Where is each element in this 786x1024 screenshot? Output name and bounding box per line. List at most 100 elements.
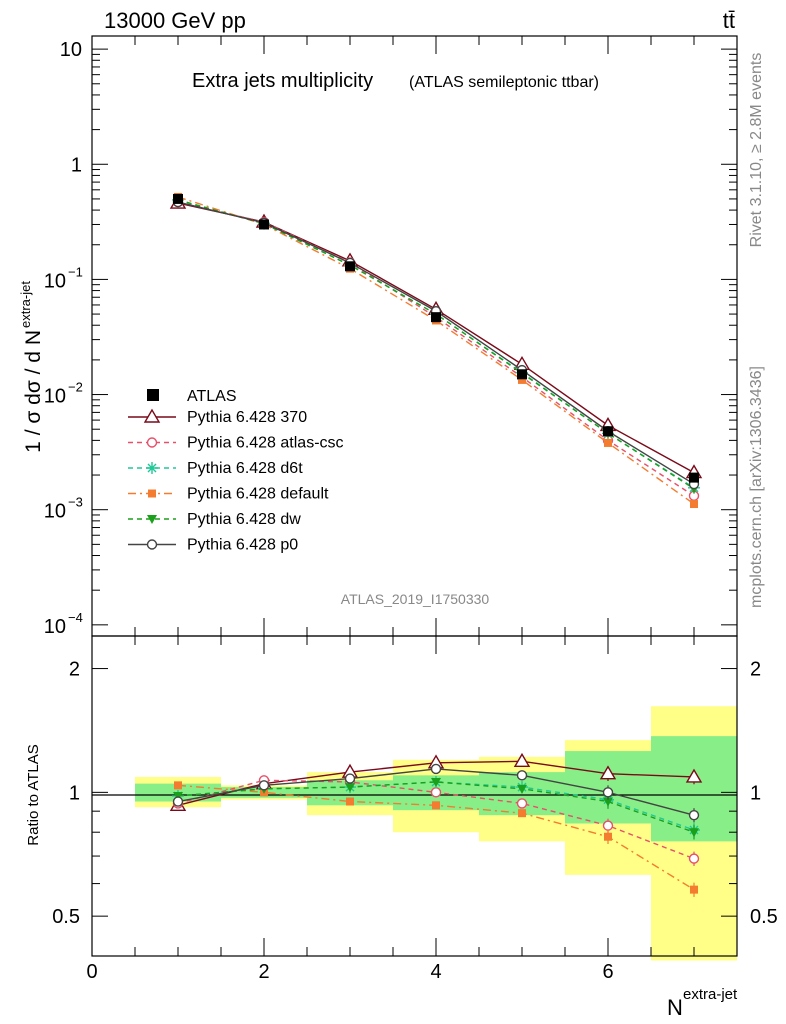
ratio-point <box>602 820 614 831</box>
series-point <box>690 500 698 509</box>
plot-subtitle: (ATLAS semileptonic ttbar) <box>409 74 599 91</box>
y-tick-label: 1 <box>71 154 82 176</box>
ratio-y-label: Ratio to ATLAS <box>25 744 42 845</box>
legend-label: Pythia 6.428 d6t <box>187 460 303 477</box>
ratio-bands <box>135 706 737 961</box>
ratio-tick-label-left: 1 <box>69 782 80 804</box>
rivet-label: Rivet 3.1.10, ≥ 2.8M events <box>748 53 765 248</box>
ratio-point <box>430 787 442 798</box>
x-axis-label-main: N <box>667 995 683 1020</box>
ratio-ticks: 2 2 1 1 0.5 0.5 <box>52 659 778 957</box>
ratio-point <box>604 832 612 841</box>
ratio-point <box>690 885 698 894</box>
ratio-point <box>688 809 700 821</box>
ratio-point <box>518 809 526 818</box>
plot-title: Extra jets multiplicity <box>192 70 373 92</box>
y-axis-label: 1 / σ dσ / d N extra-jet <box>18 281 45 453</box>
ratio-point <box>258 780 270 791</box>
ratio-series <box>169 752 703 897</box>
legend: ATLAS Pythia 6.428 370 Pythia 6.428 atlas… <box>128 388 344 554</box>
legend-marker <box>146 462 158 474</box>
main-series <box>169 192 703 509</box>
legend-label: Pythia 6.428 default <box>187 486 329 503</box>
y-tick-exponent: −3 <box>68 495 83 510</box>
ratio-point <box>685 768 703 783</box>
x-axis-label-sup: extra-jet <box>683 986 738 1003</box>
y-tick-label: 10 <box>44 501 66 523</box>
ratio-frame <box>91 635 738 957</box>
legend-marker-atlas <box>147 389 159 401</box>
x-tick-label: 6 <box>602 961 613 983</box>
ratio-point <box>430 763 442 775</box>
y-tick-exponent: −4 <box>68 610 83 625</box>
ratio-point <box>172 796 184 807</box>
legend-label: Pythia 6.428 atlas-csc <box>187 435 344 452</box>
legend-label-atlas: ATLAS <box>187 388 237 405</box>
ratio-point <box>431 777 441 787</box>
ratio-point <box>602 787 614 798</box>
ratio-point <box>599 765 617 780</box>
legend-marker <box>147 515 157 524</box>
ratio-point <box>346 797 354 806</box>
ratio-point <box>516 770 528 781</box>
process-label: tt̄ <box>723 8 735 33</box>
y-tick-label: 10 <box>44 386 66 408</box>
data-point <box>173 193 183 204</box>
ratio-tick-label-right: 2 <box>750 659 761 681</box>
atlas-data <box>173 193 699 483</box>
legend-marker <box>146 539 158 550</box>
ratio-point <box>432 801 440 810</box>
ratio-point <box>517 784 527 794</box>
series-point <box>604 438 612 447</box>
legend-marker <box>143 408 161 423</box>
y-tick-label: 10 <box>44 270 66 292</box>
ratio-point <box>174 781 182 790</box>
data-point <box>259 219 269 230</box>
ratio-point <box>516 798 528 809</box>
ratio-tick-label-left: 0.5 <box>52 906 80 928</box>
ratio-tick-label-right: 1 <box>750 782 761 804</box>
series-1 <box>172 196 700 502</box>
analysis-watermark: ATLAS_2019_I1750330 <box>341 591 490 607</box>
ratio-point <box>513 752 531 767</box>
series-point <box>518 375 526 384</box>
y-axis-label-sup: extra-jet <box>18 281 33 328</box>
ratio-point <box>345 783 355 793</box>
x-tick-label: 2 <box>258 961 269 983</box>
y-axis-label-main: 1 / σ dσ / d N <box>22 330 45 453</box>
data-point <box>689 472 699 483</box>
mcplots-label: mcplots.cern.ch [arXiv:1306.3436] <box>748 366 765 608</box>
x-ticks: 0 2 4 6 <box>86 36 738 983</box>
y-tick-label: 10 <box>44 616 66 638</box>
data-point <box>431 312 441 323</box>
ratio-panel: 2 2 1 1 0.5 0.5 Ratio to ATLAS <box>25 635 778 961</box>
ratio-tick-label-right: 0.5 <box>750 906 778 928</box>
legend-entries: Pythia 6.428 370 Pythia 6.428 atlas-csc Py… <box>128 408 344 554</box>
x-tick-label: 4 <box>430 961 441 983</box>
ratio-series-5 <box>172 763 700 823</box>
data-point <box>603 426 613 437</box>
series-line <box>177 201 695 497</box>
legend-label: Pythia 6.428 370 <box>187 409 307 426</box>
y-tick-exponent: −2 <box>68 380 83 395</box>
legend-marker <box>146 437 158 448</box>
legend-label: Pythia 6.428 dw <box>187 511 301 528</box>
data-point <box>517 369 527 380</box>
x-axis-label: N extra-jet <box>667 986 738 1020</box>
ratio-point <box>344 773 356 784</box>
x-tick-label: 0 <box>86 961 97 983</box>
legend-marker <box>148 489 156 498</box>
series-line <box>177 196 695 505</box>
y-tick-label: 10 <box>60 39 82 61</box>
energy-label: 13000 GeV pp <box>104 8 246 33</box>
ratio-point <box>688 853 700 864</box>
legend-label: Pythia 6.428 p0 <box>187 537 298 554</box>
series-line <box>177 202 695 474</box>
data-point <box>345 261 355 272</box>
y-tick-exponent: −1 <box>68 264 83 279</box>
ratio-tick-label-left: 2 <box>69 659 80 681</box>
ratio-point <box>689 828 699 838</box>
